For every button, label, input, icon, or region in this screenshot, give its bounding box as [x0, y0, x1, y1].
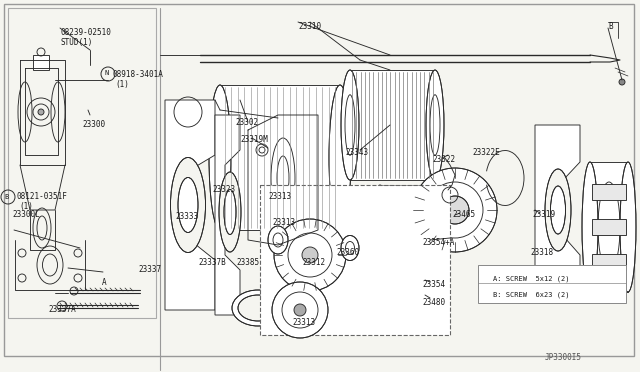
Text: 23343: 23343	[345, 148, 368, 157]
Text: B: B	[608, 22, 612, 31]
Bar	[8, 8, 156, 318]
Text: 23319: 23319	[532, 210, 555, 219]
Ellipse shape	[620, 162, 636, 292]
Ellipse shape	[329, 85, 351, 230]
Ellipse shape	[341, 70, 359, 180]
Text: 08918-3401A: 08918-3401A	[112, 70, 163, 79]
Text: (1): (1)	[115, 80, 129, 89]
Polygon shape	[165, 100, 215, 310]
Bar	[260, 185, 450, 335]
Text: 23313: 23313	[292, 318, 315, 327]
Bar	[220, 85, 340, 230]
Circle shape	[38, 109, 44, 115]
Ellipse shape	[219, 172, 241, 252]
Text: 23360: 23360	[336, 248, 359, 257]
Polygon shape	[215, 115, 240, 315]
Text: 23318: 23318	[530, 248, 553, 257]
Text: (1): (1)	[19, 202, 33, 211]
Text: 23337: 23337	[138, 265, 161, 274]
Text: 23465: 23465	[452, 210, 475, 219]
Circle shape	[302, 247, 318, 263]
Bar	[592, 219, 626, 235]
Ellipse shape	[232, 290, 284, 326]
Ellipse shape	[582, 162, 598, 292]
Bar	[350, 70, 435, 180]
Ellipse shape	[238, 295, 278, 321]
Circle shape	[413, 168, 497, 252]
Bar	[478, 265, 626, 303]
Text: 23322: 23322	[432, 155, 455, 164]
Text: B: B	[4, 194, 8, 200]
Text: 23322E: 23322E	[472, 148, 500, 157]
Text: 23354: 23354	[422, 280, 445, 289]
Ellipse shape	[178, 177, 198, 232]
Ellipse shape	[224, 189, 236, 234]
Ellipse shape	[550, 186, 566, 234]
Text: STUD(1): STUD(1)	[60, 38, 92, 47]
Text: B: SCREW  6x23 (2): B: SCREW 6x23 (2)	[493, 292, 570, 298]
Bar	[33, 55, 49, 70]
Bar	[592, 184, 626, 200]
Text: 23480: 23480	[422, 298, 445, 307]
Ellipse shape	[209, 85, 231, 230]
Bar	[380, 185, 428, 225]
Ellipse shape	[545, 169, 571, 251]
Bar	[592, 254, 626, 270]
Text: 23312: 23312	[302, 258, 325, 267]
Text: 23323: 23323	[212, 185, 235, 194]
Circle shape	[619, 79, 625, 85]
Ellipse shape	[268, 226, 288, 254]
Text: 23302: 23302	[235, 118, 258, 127]
Text: 23337B: 23337B	[198, 258, 226, 267]
Text: A: SCREW  5x12 (2): A: SCREW 5x12 (2)	[493, 275, 570, 282]
Text: 23300L: 23300L	[12, 210, 40, 219]
Circle shape	[441, 196, 469, 224]
Bar	[385, 193, 423, 217]
Text: 23319M: 23319M	[240, 135, 268, 144]
Circle shape	[274, 219, 346, 291]
Text: 23333: 23333	[175, 212, 198, 221]
Ellipse shape	[426, 70, 444, 180]
Text: 23354+A: 23354+A	[422, 238, 454, 247]
Text: N: N	[104, 70, 108, 76]
Text: 23385: 23385	[236, 258, 259, 267]
Text: 08239-02510: 08239-02510	[60, 28, 111, 37]
Text: 23300: 23300	[82, 120, 105, 129]
Text: 23313: 23313	[268, 192, 291, 201]
Text: 23337A: 23337A	[48, 305, 76, 314]
Circle shape	[272, 282, 328, 338]
Text: 08121-0351F: 08121-0351F	[16, 192, 67, 201]
Ellipse shape	[341, 235, 359, 260]
Bar	[590, 162, 628, 292]
Text: A: A	[102, 278, 107, 287]
Ellipse shape	[170, 157, 205, 253]
Text: 23310: 23310	[298, 22, 321, 31]
Polygon shape	[535, 125, 580, 295]
Circle shape	[294, 304, 306, 316]
Text: JP3300I5: JP3300I5	[545, 353, 582, 362]
Text: 23313: 23313	[272, 218, 295, 227]
